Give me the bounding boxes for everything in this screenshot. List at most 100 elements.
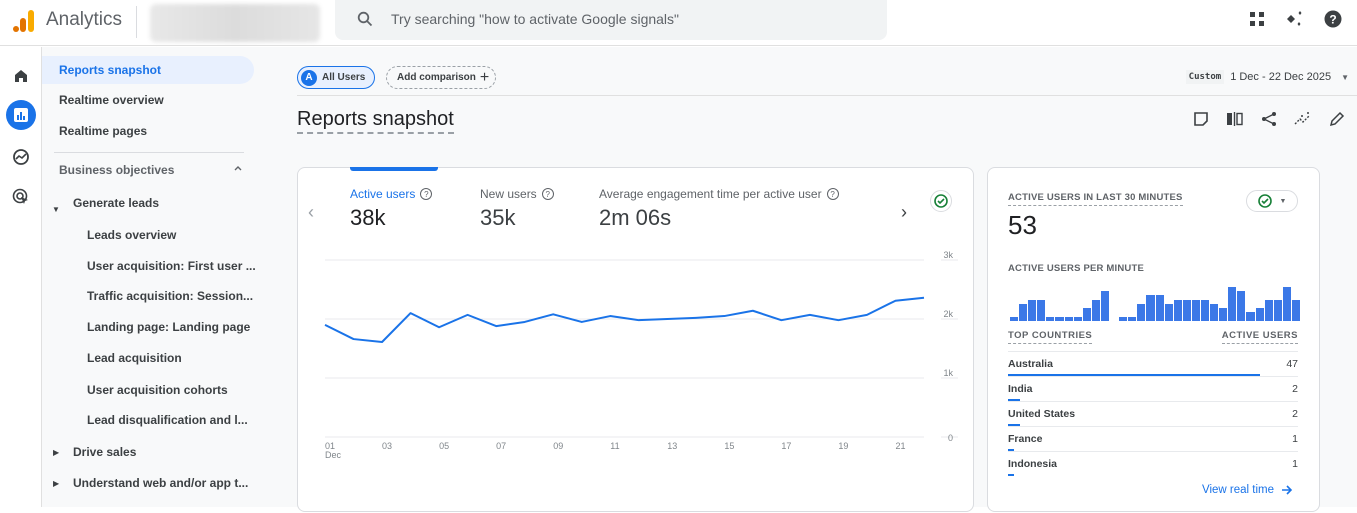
data-quality-button[interactable]	[930, 190, 952, 212]
page-title: Reports snapshot	[297, 108, 454, 134]
date-preset: Custom	[1185, 70, 1225, 84]
per-minute-bar	[1246, 312, 1255, 321]
realtime-status-dropdown[interactable]: ▼	[1246, 190, 1298, 212]
country-name: Indonesia	[1008, 458, 1058, 470]
help-icon[interactable]: ?	[420, 188, 433, 200]
apps-grid-icon[interactable]	[1247, 9, 1267, 29]
advertising-icon	[12, 188, 28, 204]
country-name: France	[1008, 433, 1043, 445]
svg-text:13: 13	[667, 441, 677, 451]
metric-label: New users	[480, 187, 537, 201]
all-users-label: All Users	[322, 72, 366, 83]
svg-text:?: ?	[1329, 13, 1336, 27]
compare-icon[interactable]	[1225, 109, 1245, 129]
per-minute-bar	[1010, 317, 1019, 321]
metric-tab-active-users[interactable]: Active users? 38k	[350, 187, 433, 231]
search-bar[interactable]: Try searching "how to activate Google si…	[335, 0, 887, 40]
svg-text:11: 11	[610, 441, 619, 451]
nav-item-user-acquisition[interactable]: User acquisition: First user ...	[87, 259, 256, 273]
view-real-time-link[interactable]: View real time	[1202, 484, 1293, 496]
per-minute-bar	[1037, 300, 1046, 321]
nav-item-traffic-acquisition[interactable]: Traffic acquisition: Session...	[87, 289, 254, 303]
country-value: 47	[1286, 358, 1298, 370]
nav-section-business-objectives[interactable]: Business objectives	[59, 163, 249, 177]
nav-item-reports-snapshot[interactable]: Reports snapshot	[42, 56, 254, 84]
metric-tab-engagement-time[interactable]: Average engagement time per active user?…	[599, 187, 839, 231]
date-range-value: 1 Dec - 22 Dec 2025	[1230, 71, 1332, 83]
sparkle-icon[interactable]	[1285, 9, 1305, 29]
all-users-chip[interactable]: A All Users	[297, 66, 376, 89]
country-value: 1	[1292, 458, 1298, 470]
nav-item-leads-overview[interactable]: Leads overview	[87, 228, 177, 242]
note-icon[interactable]	[1191, 109, 1211, 129]
country-row: India 2	[1008, 376, 1298, 401]
countries-header: TOP COUNTRIES	[1008, 330, 1093, 344]
help-icon[interactable]: ?	[1323, 9, 1343, 29]
nav-item-realtime-overview[interactable]: Realtime overview	[59, 93, 164, 107]
rail-advertising[interactable]	[6, 182, 36, 212]
prev-metric-arrow[interactable]: ‹	[308, 202, 314, 222]
next-metric-arrow[interactable]: ›	[901, 202, 907, 222]
per-minute-bar	[1128, 317, 1137, 321]
analytics-logo[interactable]	[12, 10, 36, 32]
country-row: Indonesia 1	[1008, 451, 1298, 476]
realtime-active-users-value: 53	[1008, 210, 1037, 240]
active-tab-indicator	[350, 167, 438, 171]
per-minute-bar	[1191, 300, 1200, 321]
nav-item-lead-acquisition[interactable]: Lead acquisition	[87, 351, 182, 365]
date-range-picker[interactable]: Custom 1 Dec - 22 Dec 2025 ▼	[1185, 70, 1349, 84]
per-minute-bar	[1028, 300, 1037, 321]
nav-item-lead-disqualification[interactable]: Lead disqualification and l...	[87, 413, 248, 427]
search-input[interactable]: Try searching "how to activate Google si…	[391, 11, 680, 27]
add-comparison-button[interactable]: Add comparison +	[386, 66, 497, 89]
per-minute-bar	[1091, 300, 1100, 321]
nav-divider	[54, 152, 244, 153]
metric-label: Average engagement time per active user	[599, 187, 822, 201]
country-value: 1	[1292, 433, 1298, 445]
nav-item-realtime-pages[interactable]: Realtime pages	[59, 124, 148, 138]
top-bar: Analytics Try searching "how to activate…	[0, 0, 1357, 46]
account-selector[interactable]	[150, 4, 320, 42]
help-icon[interactable]: ?	[826, 188, 839, 200]
per-minute-bar	[1273, 300, 1282, 321]
edit-icon[interactable]	[1327, 109, 1347, 129]
svg-text:07: 07	[496, 441, 506, 451]
svg-text:0: 0	[948, 433, 953, 443]
rail-home[interactable]	[6, 61, 36, 91]
svg-text:09: 09	[553, 441, 563, 451]
nav-group-drive-sales[interactable]: Drive sales	[73, 445, 137, 459]
section-label: Business objectives	[59, 163, 175, 177]
per-minute-bar	[1255, 308, 1264, 321]
rail-reports[interactable]	[6, 100, 36, 130]
rail-explore[interactable]	[6, 142, 36, 172]
realtime-card: ACTIVE USERS IN LAST 30 MINUTES 53 ▼ ACT…	[987, 167, 1320, 512]
metric-value: 38k	[350, 205, 386, 230]
per-minute-bar	[1164, 304, 1173, 321]
country-share-bar	[1008, 474, 1014, 476]
svg-text:19: 19	[838, 441, 848, 451]
per-minute-bar	[1200, 300, 1210, 321]
svg-text:3k: 3k	[943, 250, 953, 260]
nav-item-user-acquisition-cohorts[interactable]: User acquisition cohorts	[87, 383, 228, 397]
country-row: United States 2	[1008, 401, 1298, 426]
nav-group-generate-leads[interactable]: Generate leads	[73, 196, 160, 210]
nav-item-landing-page[interactable]: Landing page: Landing page	[87, 320, 251, 334]
insights-icon[interactable]	[1293, 109, 1313, 129]
caret-right-icon: ▶	[53, 479, 60, 488]
main-content: A All Users Add comparison + Custom 1 De…	[274, 47, 1357, 512]
per-minute-bar	[1155, 295, 1164, 321]
svg-text:2k: 2k	[943, 309, 953, 319]
comparison-badge: A	[301, 69, 317, 86]
per-minute-bar	[1137, 304, 1146, 321]
share-icon[interactable]	[1259, 109, 1279, 129]
svg-text:21: 21	[895, 441, 905, 451]
chevron-up-icon	[234, 166, 242, 171]
metric-tab-new-users[interactable]: New users? 35k	[480, 187, 554, 231]
nav-group-understand-web[interactable]: Understand web and/or app t...	[73, 476, 249, 490]
help-icon[interactable]: ?	[541, 188, 554, 200]
per-minute-bar	[1182, 300, 1191, 321]
svg-text:05: 05	[439, 441, 449, 451]
check-circle-icon	[1257, 194, 1272, 208]
per-minute-bar-chart	[1010, 285, 1300, 321]
